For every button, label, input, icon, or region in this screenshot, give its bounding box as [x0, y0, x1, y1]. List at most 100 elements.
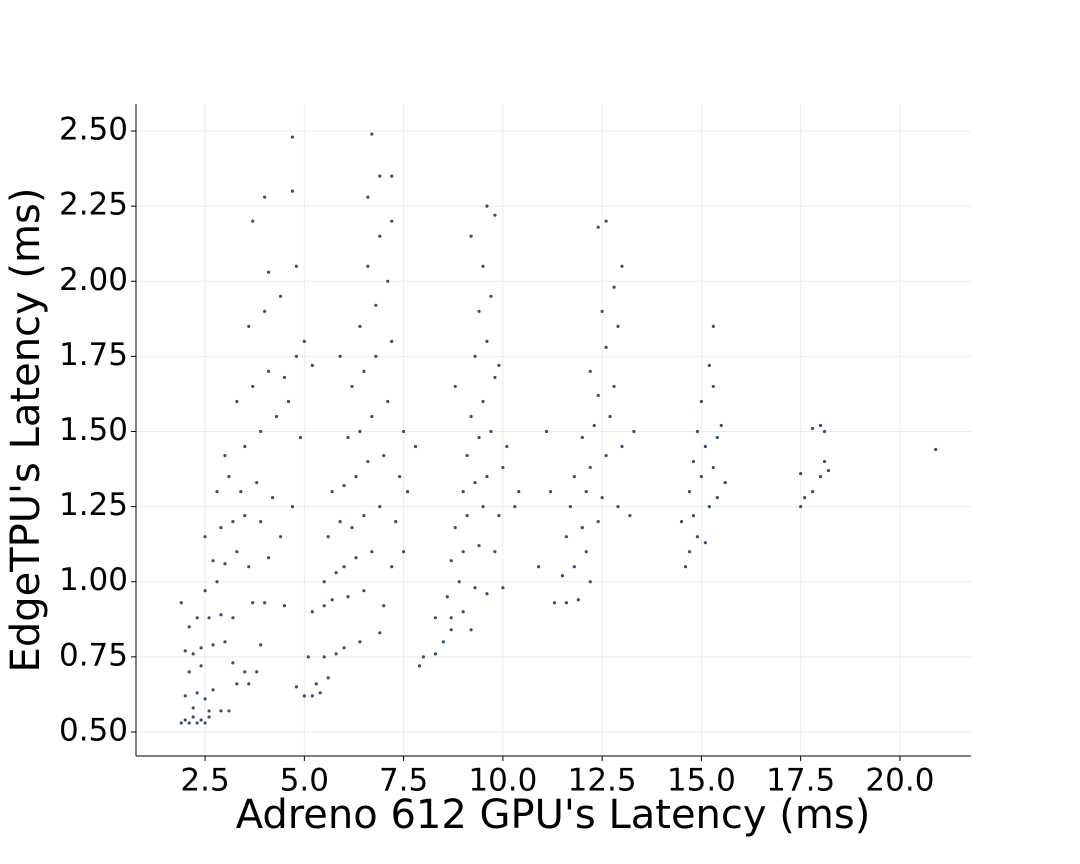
point: [310, 694, 314, 698]
point: [544, 429, 549, 434]
points: [179, 132, 938, 725]
point: [461, 489, 465, 494]
point: [247, 682, 251, 686]
point: [267, 270, 271, 274]
point: [497, 363, 501, 368]
point: [620, 444, 624, 449]
point: [596, 520, 600, 524]
point: [223, 640, 227, 644]
y-tick-label: 2.50: [59, 112, 128, 148]
point: [596, 393, 600, 398]
point: [294, 354, 299, 358]
point: [207, 616, 211, 620]
point: [386, 279, 390, 283]
point: [179, 601, 183, 605]
point: [485, 474, 489, 479]
point: [251, 384, 255, 389]
point: [707, 363, 711, 368]
point: [199, 664, 203, 668]
point: [378, 234, 382, 238]
point: [433, 652, 437, 656]
point: [334, 571, 338, 575]
point: [513, 505, 517, 509]
point: [818, 474, 823, 479]
point: [382, 453, 386, 458]
point: [358, 429, 362, 434]
point: [588, 465, 592, 470]
point: [243, 444, 247, 449]
point: [223, 453, 227, 458]
point: [612, 384, 616, 389]
point: [195, 616, 199, 620]
point: [481, 399, 485, 404]
point: [362, 369, 366, 374]
point: [600, 309, 604, 313]
point: [366, 459, 370, 464]
point: [699, 399, 704, 404]
x-tick-label: 7.5: [379, 763, 428, 799]
point: [799, 505, 803, 509]
x-tick-label: 10.0: [468, 763, 537, 799]
point: [183, 649, 187, 653]
point: [711, 465, 715, 470]
point: [402, 550, 406, 554]
point: [588, 369, 592, 374]
point: [338, 520, 342, 524]
point: [187, 625, 191, 629]
point: [231, 661, 235, 665]
point: [306, 655, 310, 659]
point: [632, 429, 636, 434]
y-tick-label: 2.00: [59, 262, 128, 298]
point: [259, 643, 263, 647]
point: [255, 480, 259, 485]
point: [473, 480, 477, 485]
point: [211, 688, 215, 692]
point: [711, 384, 715, 389]
point: [441, 640, 445, 644]
point: [723, 480, 727, 485]
point: [485, 592, 489, 596]
point: [505, 444, 509, 449]
point: [489, 429, 493, 434]
point: [826, 468, 831, 473]
point: [231, 616, 235, 620]
point: [390, 565, 394, 569]
x-tick-label: 12.5: [568, 763, 637, 799]
point: [370, 550, 374, 554]
point: [358, 640, 362, 644]
point: [290, 189, 295, 193]
point: [211, 559, 215, 563]
point: [207, 709, 211, 713]
point: [227, 474, 231, 479]
point: [374, 303, 378, 307]
point: [346, 435, 350, 440]
point: [501, 586, 505, 590]
point: [378, 631, 382, 635]
point: [251, 601, 255, 605]
point: [469, 628, 473, 632]
point: [473, 586, 477, 590]
point: [342, 483, 346, 488]
point: [322, 604, 326, 608]
point: [378, 505, 382, 509]
point: [235, 550, 239, 554]
point: [485, 204, 489, 208]
y-tick-label: 1.50: [59, 412, 128, 448]
point: [477, 435, 481, 440]
point: [278, 535, 283, 539]
point: [493, 375, 497, 380]
point: [350, 526, 354, 530]
point: [203, 535, 207, 539]
point: [191, 652, 195, 656]
x-tick-label: 15.0: [667, 763, 736, 799]
point: [366, 195, 370, 199]
point: [195, 691, 199, 695]
point: [691, 459, 696, 464]
x-tick-label: 2.5: [180, 763, 229, 799]
point: [243, 514, 247, 518]
point: [346, 595, 350, 599]
point: [822, 459, 827, 464]
point: [342, 646, 346, 650]
point: [421, 655, 426, 659]
point: [199, 718, 203, 722]
